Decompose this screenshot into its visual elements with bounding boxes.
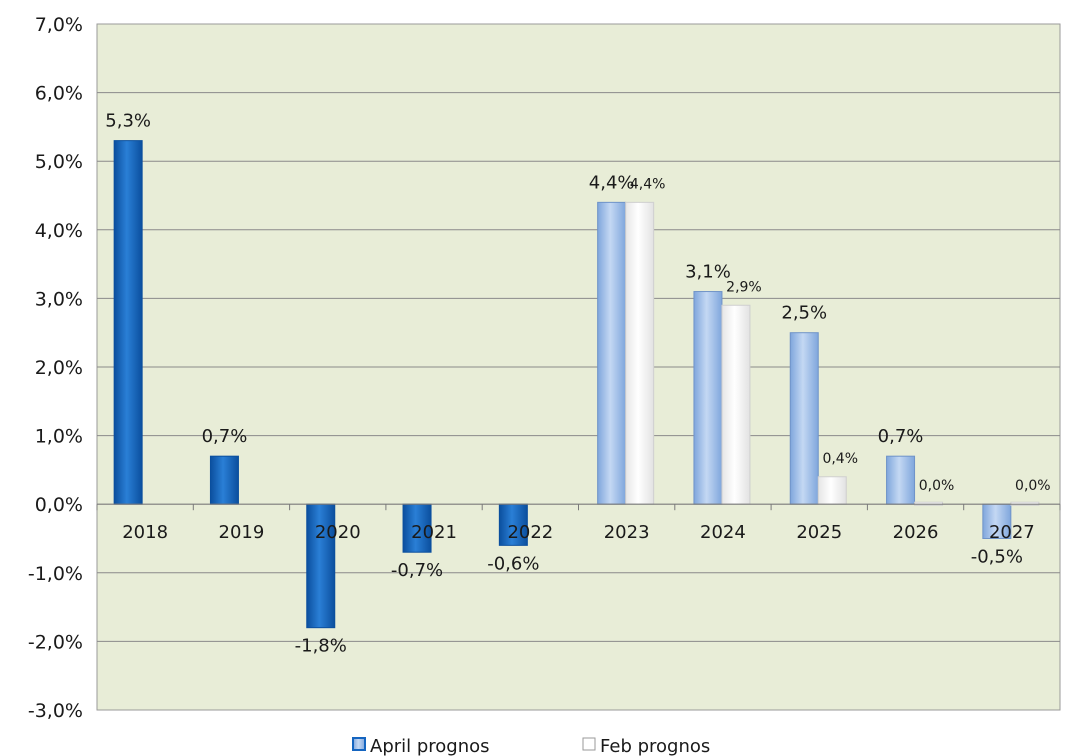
y-tick-label: -3,0% [28, 700, 83, 722]
data-label-april: -1,8% [295, 636, 347, 657]
x-category-label: 2018 [122, 522, 168, 543]
x-category-label: 2023 [604, 522, 650, 543]
data-label-april: 3,1% [685, 262, 731, 283]
data-label-april: 2,5% [781, 303, 827, 324]
gridlines [97, 92, 1060, 642]
y-tick-label: 5,0% [35, 151, 83, 173]
y-tick-label: 2,0% [35, 357, 83, 379]
y-axis-tick-labels: 7,0% 6,0% 5,0% 4,0% 3,0% 2,0% 1,0% 0,0% -1,0% -2,… [28, 14, 83, 722]
x-category-label: 2022 [507, 522, 553, 543]
data-label-april: -0,7% [391, 560, 443, 581]
bar-april-prognos [982, 503, 1012, 540]
data-label-april: -0,6% [487, 553, 539, 574]
legend-swatch-feb [582, 737, 596, 751]
zero-axis [96, 503, 1061, 511]
data-labels: 5,3% 0,7% -1,8% -0,7% -0,6% 4,4%4,4% 3,1%2,9% 2… [105, 111, 1050, 657]
bar-feb-prognos [625, 201, 655, 505]
y-tick-label: -1,0% [28, 563, 83, 585]
legend-label-feb: Feb prognos [600, 736, 710, 756]
data-label-feb: 2,9% [726, 279, 762, 295]
data-label-april: 0,7% [878, 426, 924, 447]
x-category-label: 2026 [893, 522, 939, 543]
data-label-april: 0,7% [202, 426, 248, 447]
y-tick-label: 7,0% [35, 14, 83, 36]
data-label-feb: 0,0% [919, 478, 955, 494]
y-tick-label: -2,0% [28, 631, 83, 653]
data-label-feb: 0,4% [822, 451, 858, 467]
data-label-feb: 4,4% [630, 176, 666, 192]
legend: April prognos Feb prognos [352, 736, 710, 756]
y-tick-label: 4,0% [35, 220, 83, 242]
bar-april-prognos [209, 455, 239, 505]
x-axis-category-labels: 2018 2019 2020 2021 2022 2023 2024 2025 2026 2027 [122, 522, 1035, 543]
x-category-label: 2027 [989, 522, 1035, 543]
data-label-april: 5,3% [105, 111, 151, 132]
y-tick-label: 0,0% [35, 494, 83, 516]
data-label-april: 4,4% [589, 172, 635, 193]
data-label-feb: 0,0% [1015, 478, 1051, 494]
x-category-label: 2020 [315, 522, 361, 543]
x-category-label: 2019 [219, 522, 265, 543]
legend-swatch-april [352, 737, 366, 751]
x-category-label: 2021 [411, 522, 457, 543]
data-label-april: -0,5% [971, 547, 1023, 568]
bar-feb-prognos [817, 476, 847, 505]
bar-feb-prognos [721, 304, 751, 505]
bars [113, 140, 1040, 629]
y-tick-label: 6,0% [35, 83, 83, 105]
bar-april-prognos [597, 201, 627, 505]
y-tick-label: 3,0% [35, 288, 83, 310]
x-category-label: 2025 [796, 522, 842, 543]
bar-april-prognos [402, 503, 432, 553]
bar-april-prognos [886, 455, 916, 505]
bar-april-prognos [693, 291, 723, 505]
bar-april-prognos [789, 332, 819, 505]
x-category-label: 2024 [700, 522, 746, 543]
bar-april-prognos [113, 140, 143, 505]
legend-label-april: April prognos [370, 736, 490, 756]
y-tick-label: 1,0% [35, 426, 83, 448]
